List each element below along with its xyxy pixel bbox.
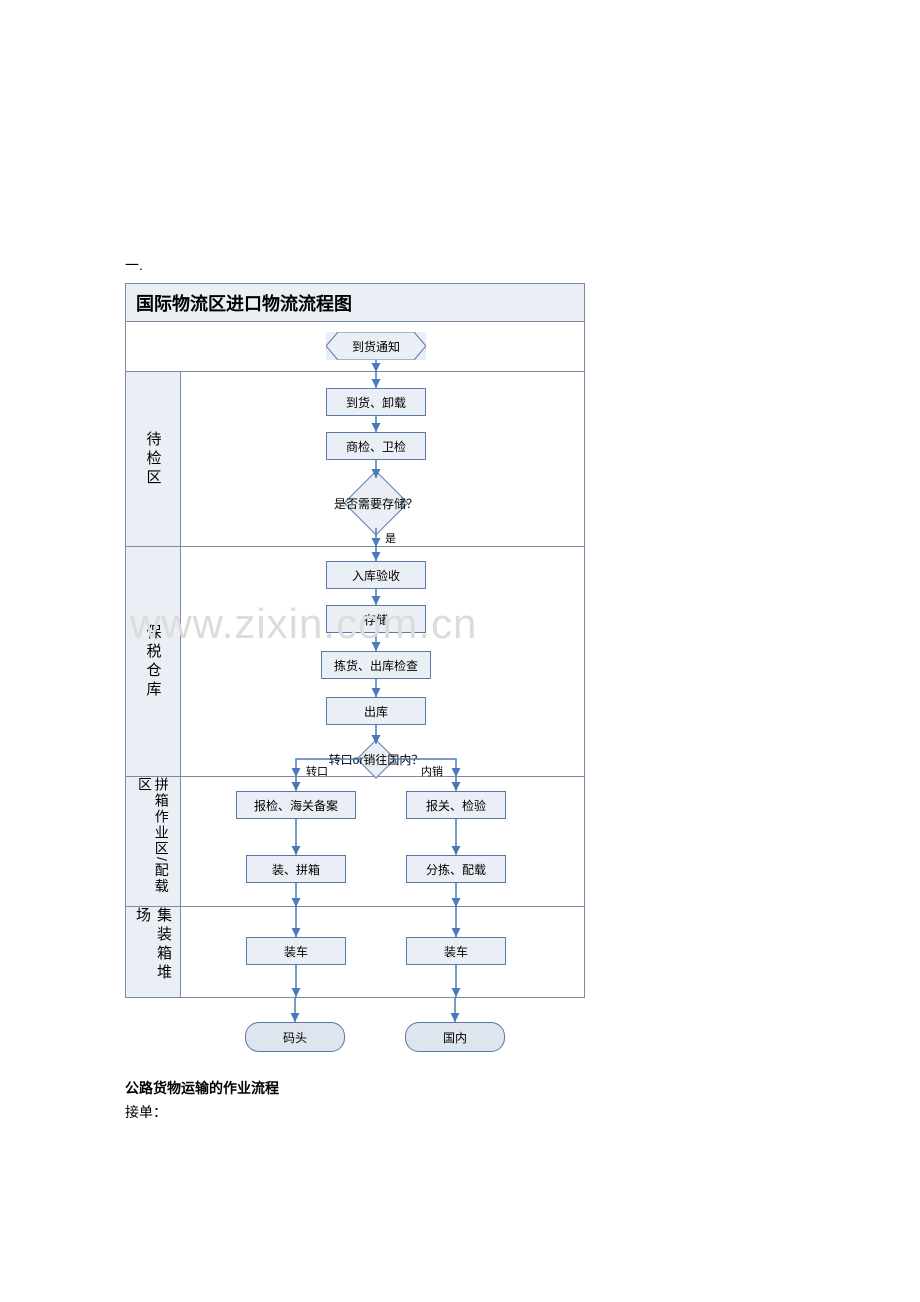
node-commodity-inspect: 商检、卫检: [326, 432, 426, 460]
node-sort-load-label: 分拣、配载: [426, 861, 486, 878]
node-pick-outcheck-label: 拣货、出库检查: [334, 657, 418, 674]
node-arrival-notice-label: 到货通知: [352, 338, 400, 355]
lane-bonded-label: 保税仓库: [126, 547, 181, 776]
lane-inspection: 待检区 到货、卸载 商检、卫检 是否需要存储？ 是: [126, 372, 584, 547]
footer-line1: 接单：: [125, 1102, 805, 1122]
node-unload: 到货、卸载: [326, 388, 426, 416]
intro-number: 一.: [125, 255, 805, 275]
flowchart-container: 国际物流区进口物流流程图 到货通知 待检区: [125, 283, 585, 998]
node-customs-declare: 报关、检验: [406, 791, 506, 819]
node-storage-label: 存储: [364, 611, 388, 628]
decision-reexport-or-domestic: [356, 739, 396, 779]
lane-bonded-warehouse: 保税仓库 入库验收 存储 拣货、出库检查 出库 转口or销往国内？ 转口 内销: [126, 547, 584, 777]
lane-inspection-label: 待检区: [126, 372, 181, 546]
terminal-domestic-label: 国内: [443, 1029, 467, 1046]
node-load-consolidate: 装、拼箱: [246, 855, 346, 883]
node-storage: 存储: [326, 605, 426, 633]
terminal-dock-label: 码头: [283, 1029, 307, 1046]
decision-need-storage: [343, 470, 408, 535]
terminal-domestic: 国内: [405, 1022, 505, 1052]
footer-heading: 公路货物运输的作业流程: [125, 1078, 805, 1098]
node-load-consolidate-label: 装、拼箱: [272, 861, 320, 878]
lane-consolidation-label: 拼箱作业区/配载区: [126, 777, 181, 906]
node-pick-outcheck: 拣货、出库检查: [321, 651, 431, 679]
node-sort-load: 分拣、配载: [406, 855, 506, 883]
lane-consolidation: 拼箱作业区/配载区 报检、海关备案 报关、检验 装、拼箱 分拣、配载: [126, 777, 584, 907]
node-load-truck-b: 装车: [406, 937, 506, 965]
node-commodity-inspect-label: 商检、卫检: [346, 438, 406, 455]
node-load-truck-b-label: 装车: [444, 943, 468, 960]
node-unload-label: 到货、卸载: [346, 394, 406, 411]
lane-container-yard-label: 集装箱堆场: [126, 907, 181, 997]
header-row: 到货通知: [126, 322, 584, 372]
node-load-truck-a-label: 装车: [284, 943, 308, 960]
edge-yes-label: 是: [385, 530, 396, 546]
diagram-title-row: 国际物流区进口物流流程图: [126, 284, 584, 322]
lane-container-yard: 集装箱堆场 装车 装车: [126, 907, 584, 997]
terminal-dock: 码头: [245, 1022, 345, 1052]
node-customs-declare-label: 报关、检验: [426, 797, 486, 814]
node-outbound: 出库: [326, 697, 426, 725]
node-inbound-accept-label: 入库验收: [352, 567, 400, 584]
node-customs-filing: 报检、海关备案: [236, 791, 356, 819]
diagram-title: 国际物流区进口物流流程图: [136, 290, 584, 316]
node-outbound-label: 出库: [364, 703, 388, 720]
node-inbound-accept: 入库验收: [326, 561, 426, 589]
terminals-row: 码头 国内: [125, 998, 585, 1068]
node-customs-filing-label: 报检、海关备案: [254, 797, 338, 814]
node-load-truck-a: 装车: [246, 937, 346, 965]
node-arrival-notice: 到货通知: [326, 332, 426, 360]
